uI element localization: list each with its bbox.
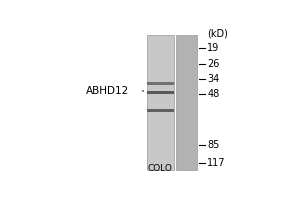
Text: ABHD12: ABHD12 [86, 86, 130, 96]
Text: (kD): (kD) [207, 28, 228, 38]
Text: 19: 19 [207, 43, 220, 53]
Text: 117: 117 [207, 158, 226, 168]
Text: 85: 85 [207, 140, 220, 150]
Bar [147, 82, 173, 85]
Text: 48: 48 [207, 89, 220, 99]
Text: 26: 26 [207, 59, 220, 69]
Bar [176, 35, 197, 170]
Text: COLO: COLO [148, 164, 173, 173]
Bar [147, 35, 173, 170]
Bar [147, 109, 173, 112]
Bar [147, 91, 173, 94]
Text: 34: 34 [207, 74, 220, 84]
